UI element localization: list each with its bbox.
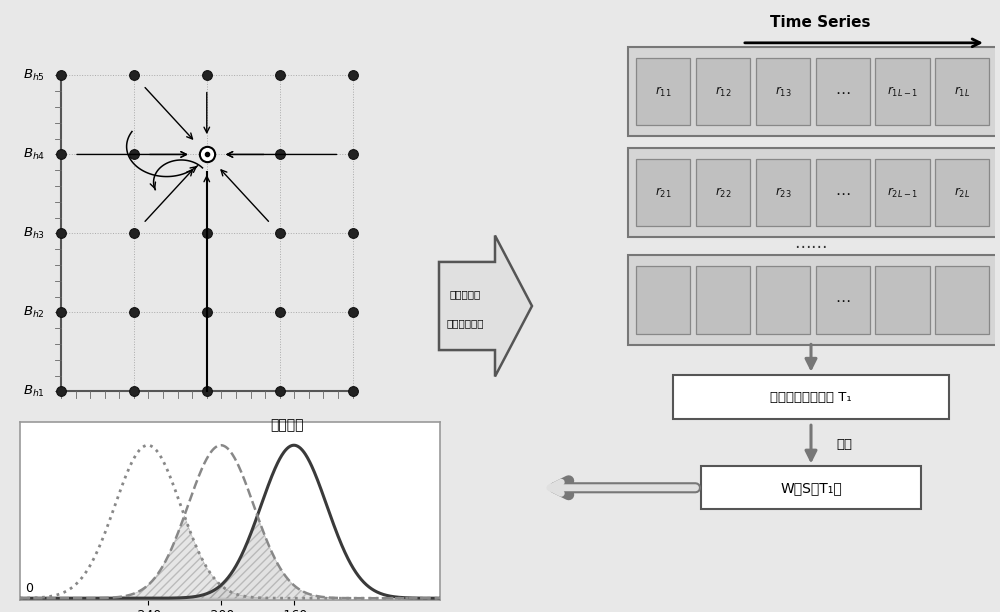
Text: 0: 0 [25, 582, 33, 595]
Bar [756, 58, 810, 125]
Text: 重构: 重构 [836, 438, 852, 451]
Bar [935, 58, 989, 125]
Text: $B_{h1}$: $B_{h1}$ [23, 384, 45, 399]
Bar [756, 266, 810, 334]
Text: $\cdots$: $\cdots$ [835, 84, 850, 99]
Bar [696, 58, 750, 125]
Polygon shape [439, 236, 532, 376]
Text: $r_{1L}$: $r_{1L}$ [954, 84, 970, 99]
Text: $r_{2L}$: $r_{2L}$ [954, 185, 970, 200]
Text: $r_{23}$: $r_{23}$ [775, 185, 791, 200]
Bar [935, 266, 989, 334]
Bar [628, 148, 998, 237]
Text: $B_{h2}$: $B_{h2}$ [23, 305, 45, 320]
Text: $r_{1L-1}$: $r_{1L-1}$ [887, 84, 918, 99]
Text: $B_{v4}$: $B_{v4}$ [269, 423, 291, 438]
Text: $B_{v2}$: $B_{v2}$ [123, 423, 145, 438]
Text: 形成时间序列: 形成时间序列 [446, 319, 484, 329]
Text: Time Series: Time Series [770, 15, 870, 31]
Text: $\cdots$: $\cdots$ [835, 185, 850, 200]
Text: $r_{2L-1}$: $r_{2L-1}$ [887, 185, 918, 200]
Bar [756, 159, 810, 226]
Bar [816, 58, 870, 125]
Bar [636, 266, 690, 334]
Bar [628, 255, 998, 345]
Bar [935, 159, 989, 226]
Text: $r_{12}$: $r_{12}$ [715, 84, 731, 99]
Text: $B_{h5}$: $B_{h5}$ [23, 68, 45, 83]
Text: $\cdots\cdots$: $\cdots\cdots$ [794, 236, 828, 254]
Text: $B_{h3}$: $B_{h3}$ [23, 226, 45, 241]
Text: $r_{21}$: $r_{21}$ [655, 185, 672, 200]
Bar [696, 266, 750, 334]
Text: 按信标节点: 按信标节点 [449, 289, 481, 299]
Text: $r_{13}$: $r_{13}$ [775, 84, 791, 99]
Bar [636, 58, 690, 125]
Bar [875, 159, 930, 226]
Bar [816, 159, 870, 226]
Text: $B_{v3}$: $B_{v3}$ [196, 423, 218, 438]
Text: $B_{v5}$: $B_{v5}$ [342, 423, 363, 438]
Bar [696, 159, 750, 226]
Text: W（S，T₁）: W（S，T₁） [780, 481, 842, 494]
Text: $B_{h4}$: $B_{h4}$ [23, 147, 45, 162]
Bar [875, 58, 930, 125]
Bar [816, 266, 870, 334]
Bar [673, 375, 949, 419]
Bar [701, 466, 921, 509]
Text: $\cdots$: $\cdots$ [835, 293, 850, 307]
Text: $r_{22}$: $r_{22}$ [715, 185, 731, 200]
Bar [636, 159, 690, 226]
Bar [875, 266, 930, 334]
Text: 区域判定: 区域判定 [270, 419, 304, 432]
Bar [628, 47, 998, 136]
Text: 动态切分时间窗口 T₁: 动态切分时间窗口 T₁ [770, 390, 852, 404]
Text: $B_{v1}$: $B_{v1}$ [50, 423, 72, 438]
Text: $r_{11}$: $r_{11}$ [655, 84, 672, 99]
